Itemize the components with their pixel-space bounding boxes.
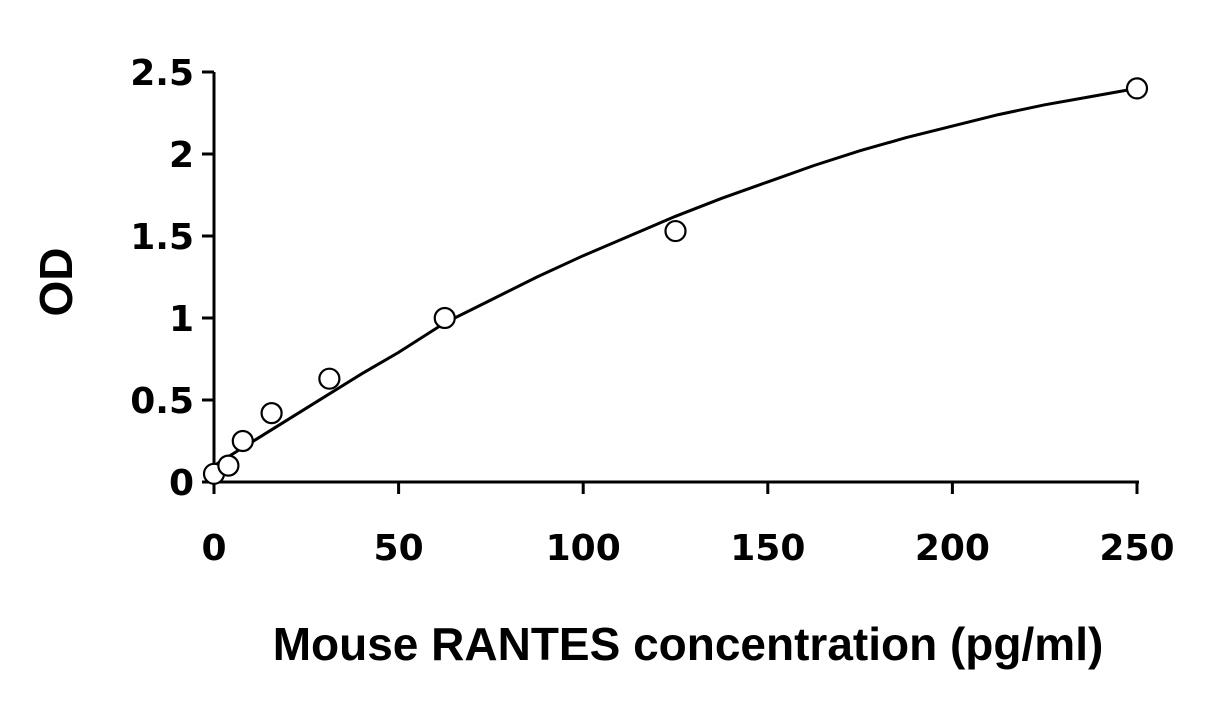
y-tick-label: 2: [169, 135, 194, 176]
fit-curve-line: [213, 86, 1138, 467]
x-axis: 0 50 100 150 200 250: [201, 480, 1175, 569]
x-tick-label: 50: [374, 528, 424, 569]
data-point: [260, 402, 283, 425]
x-tick-label: 0: [201, 528, 226, 569]
data-point: [1125, 77, 1149, 100]
x-tick-label: 200: [915, 528, 990, 569]
y-tick-label: 1.5: [130, 217, 194, 258]
x-axis-title: Mouse RANTES concentration (pg/ml): [273, 618, 1104, 670]
data-point: [664, 219, 687, 243]
data-point: [231, 429, 254, 453]
y-axis: 0 0.5 1 1.5 2 2.5: [130, 53, 216, 504]
x-tick-label: 250: [1099, 528, 1174, 569]
y-tick-label: 1: [169, 299, 194, 340]
fit-curve-group: [213, 86, 1138, 467]
x-tick-label: 100: [546, 528, 621, 569]
data-points: [202, 77, 1149, 485]
y-axis-title: OD: [30, 248, 82, 317]
y-tick-label: 2.5: [130, 53, 194, 94]
data-point: [433, 306, 456, 330]
data-point: [318, 367, 341, 390]
y-tick-label: 0.5: [130, 381, 194, 422]
y-tick-label: 0: [169, 463, 194, 504]
x-tick-label: 150: [730, 528, 805, 569]
data-point: [217, 454, 240, 477]
